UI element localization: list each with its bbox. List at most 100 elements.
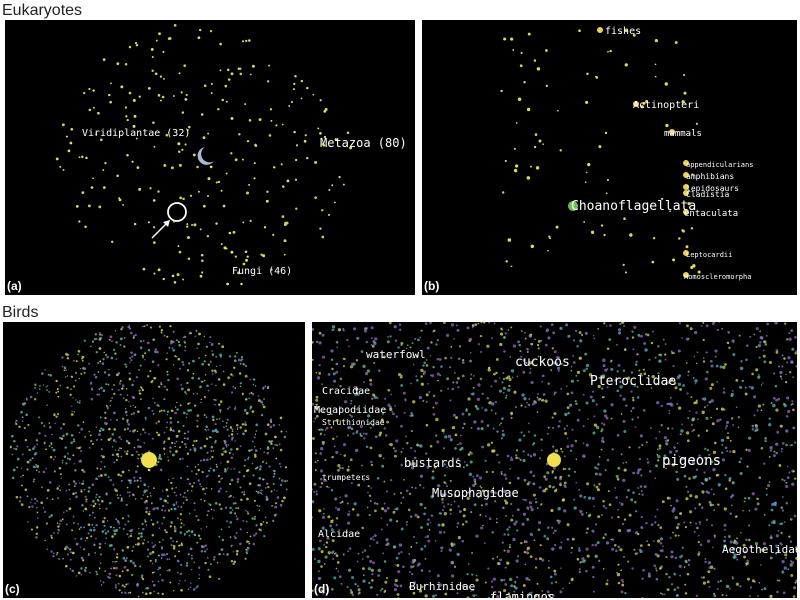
dot	[452, 381, 455, 384]
dot	[388, 322, 392, 325]
dot	[735, 406, 738, 409]
dot	[124, 591, 127, 595]
dot	[152, 412, 155, 415]
dot	[392, 412, 395, 416]
annotation: entaculata	[684, 209, 738, 219]
dot	[669, 396, 672, 399]
dot	[503, 350, 506, 353]
dot	[574, 329, 578, 333]
dot	[624, 348, 627, 351]
dot	[431, 374, 435, 378]
dot	[434, 401, 438, 405]
dot	[121, 387, 124, 390]
dot	[490, 441, 494, 444]
dot	[536, 67, 541, 71]
dot	[648, 470, 652, 473]
dot	[768, 456, 771, 458]
dot	[724, 487, 728, 491]
dot	[757, 375, 761, 379]
dot	[429, 355, 432, 357]
dot	[443, 531, 446, 534]
dot	[183, 335, 187, 339]
dot	[146, 495, 149, 498]
dot	[168, 558, 171, 561]
dot	[356, 336, 360, 340]
dot	[78, 460, 81, 463]
dot	[163, 164, 167, 167]
dot	[218, 535, 221, 538]
dot	[251, 440, 254, 443]
dot	[548, 560, 550, 562]
dot	[179, 493, 182, 496]
dot	[624, 271, 628, 274]
dot	[173, 491, 176, 494]
dot	[335, 517, 339, 520]
dot	[400, 450, 403, 453]
dot	[641, 374, 644, 377]
dot	[186, 437, 189, 440]
dot	[123, 337, 126, 339]
dot	[128, 372, 131, 375]
dot	[96, 467, 99, 470]
dot	[173, 589, 175, 592]
dot	[91, 483, 95, 487]
dot	[138, 187, 142, 191]
dot	[61, 356, 64, 359]
dot	[275, 513, 278, 516]
annotation: trumpeters	[322, 473, 370, 482]
dot	[161, 490, 164, 492]
dot	[61, 365, 64, 368]
dot	[480, 351, 483, 354]
dot	[578, 356, 582, 360]
dot	[508, 377, 512, 382]
arrow	[151, 221, 169, 239]
dot	[764, 437, 767, 440]
dot	[187, 409, 191, 412]
dot	[382, 552, 385, 555]
dot	[383, 502, 386, 505]
dot	[751, 428, 755, 431]
dot	[475, 578, 478, 581]
dot	[547, 336, 551, 340]
dot	[233, 560, 237, 564]
dot	[259, 523, 263, 526]
dot	[161, 522, 164, 525]
dot	[610, 403, 614, 407]
dot	[656, 453, 659, 456]
dot	[538, 139, 542, 143]
dot	[689, 521, 692, 524]
dot	[558, 420, 561, 423]
dot	[323, 544, 325, 546]
dot	[552, 426, 555, 430]
dot	[691, 417, 696, 421]
dot	[208, 341, 211, 344]
dot	[65, 489, 68, 492]
dot	[645, 522, 648, 525]
dot	[224, 84, 228, 88]
dot	[222, 204, 226, 208]
dot	[233, 407, 237, 411]
dot	[698, 521, 702, 524]
dot	[159, 574, 161, 576]
dot	[66, 386, 69, 389]
dot	[119, 393, 122, 396]
dot	[227, 467, 229, 469]
dot	[177, 505, 179, 508]
dot	[480, 322, 483, 324]
dot	[576, 418, 580, 422]
dot	[708, 566, 711, 570]
dot	[273, 489, 276, 491]
annotation: waterfowl	[366, 348, 426, 361]
dot	[436, 440, 440, 444]
dot	[218, 417, 221, 420]
dot	[416, 379, 419, 382]
dot	[253, 436, 256, 439]
dot	[56, 387, 59, 391]
dot	[166, 553, 169, 556]
dot	[265, 482, 269, 485]
dot	[275, 444, 279, 447]
dot	[753, 333, 756, 336]
dot	[133, 476, 136, 479]
dot	[617, 563, 620, 566]
dot	[647, 574, 652, 578]
